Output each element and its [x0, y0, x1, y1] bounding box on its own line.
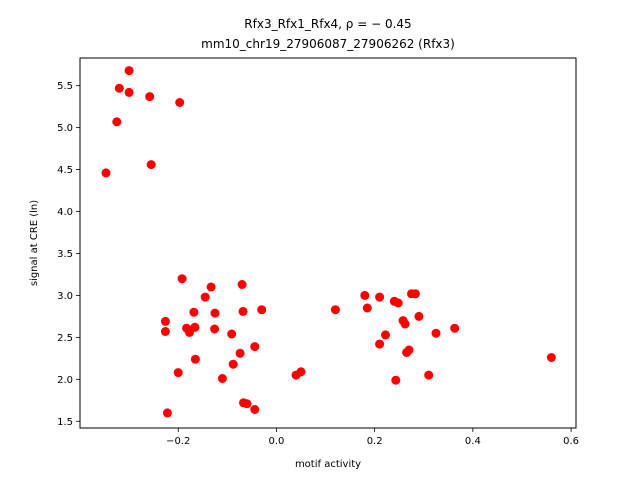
data-point	[160, 327, 170, 336]
data-point	[375, 339, 385, 349]
x-axis-label: motif activity	[295, 459, 361, 470]
data-point	[227, 329, 237, 339]
data-point	[250, 342, 260, 352]
data-point	[330, 305, 340, 315]
data-point	[175, 98, 185, 107]
data-point	[162, 408, 172, 418]
plot-area	[79, 57, 577, 429]
data-point	[450, 323, 460, 333]
data-point	[124, 87, 134, 97]
x-tick-label: −0.2	[166, 436, 190, 447]
data-point	[410, 289, 420, 299]
data-point	[173, 368, 183, 378]
data-point	[402, 348, 412, 357]
data-point	[400, 319, 410, 329]
x-tick-label: 0.6	[563, 436, 579, 447]
data-point	[228, 359, 238, 369]
data-point	[362, 303, 372, 313]
data-point	[391, 375, 401, 385]
data-point	[242, 399, 252, 409]
data-point	[546, 353, 556, 362]
data-point	[206, 282, 216, 292]
x-tick-label: 0.0	[268, 436, 284, 447]
data-point	[210, 308, 220, 318]
y-tick-label: 3.5	[57, 249, 73, 260]
data-point	[424, 370, 434, 380]
data-point	[393, 298, 403, 308]
y-axis-ticks: 1.5 2.0 2.5 3.0 3.5 4.0 4.5 5.0 5.5	[57, 81, 80, 428]
data-point	[375, 292, 385, 302]
data-point	[381, 330, 390, 340]
x-tick-label: 0.4	[465, 436, 481, 447]
data-point	[177, 274, 187, 284]
x-axis-ticks: −0.2 0.0 0.2 0.4 0.6	[166, 428, 579, 447]
data-point	[145, 92, 155, 102]
data-point	[360, 290, 370, 300]
data-point	[189, 307, 199, 317]
y-axis-label: signal at CRE (ln)	[29, 200, 40, 286]
y-tick-label: 5.5	[57, 81, 73, 92]
data-point	[190, 354, 200, 364]
data-point	[101, 168, 111, 178]
data-point	[124, 66, 134, 76]
data-point	[217, 374, 227, 383]
data-point	[414, 311, 424, 321]
data-point	[185, 327, 194, 337]
data-point	[431, 328, 441, 338]
y-tick-label: 3.0	[57, 291, 73, 302]
data-point	[210, 324, 220, 334]
data-point	[257, 305, 267, 315]
data-point	[250, 405, 260, 414]
points-layer	[101, 66, 556, 418]
y-tick-label: 2.0	[57, 375, 73, 386]
data-point	[200, 292, 210, 302]
x-tick-label: 0.2	[367, 436, 383, 447]
data-point	[146, 160, 156, 170]
y-tick-label: 5.0	[57, 123, 73, 134]
data-point	[238, 306, 248, 316]
data-point	[112, 117, 122, 127]
axes-frame	[79, 57, 577, 429]
chart-title-line2: mm10_chr19_27906087_27906262 (Rfx3)	[201, 37, 455, 51]
chart-title-line1: Rfx3_Rfx1_Rfx4, ρ = − 0.45	[244, 17, 411, 31]
data-point	[160, 316, 170, 326]
y-tick-label: 1.5	[57, 417, 73, 428]
data-point	[114, 83, 124, 93]
y-tick-label: 4.5	[57, 165, 73, 176]
y-tick-label: 4.0	[57, 207, 73, 218]
data-point	[291, 370, 301, 380]
data-point	[235, 348, 245, 358]
y-tick-label: 2.5	[57, 333, 73, 344]
data-point	[237, 280, 247, 289]
